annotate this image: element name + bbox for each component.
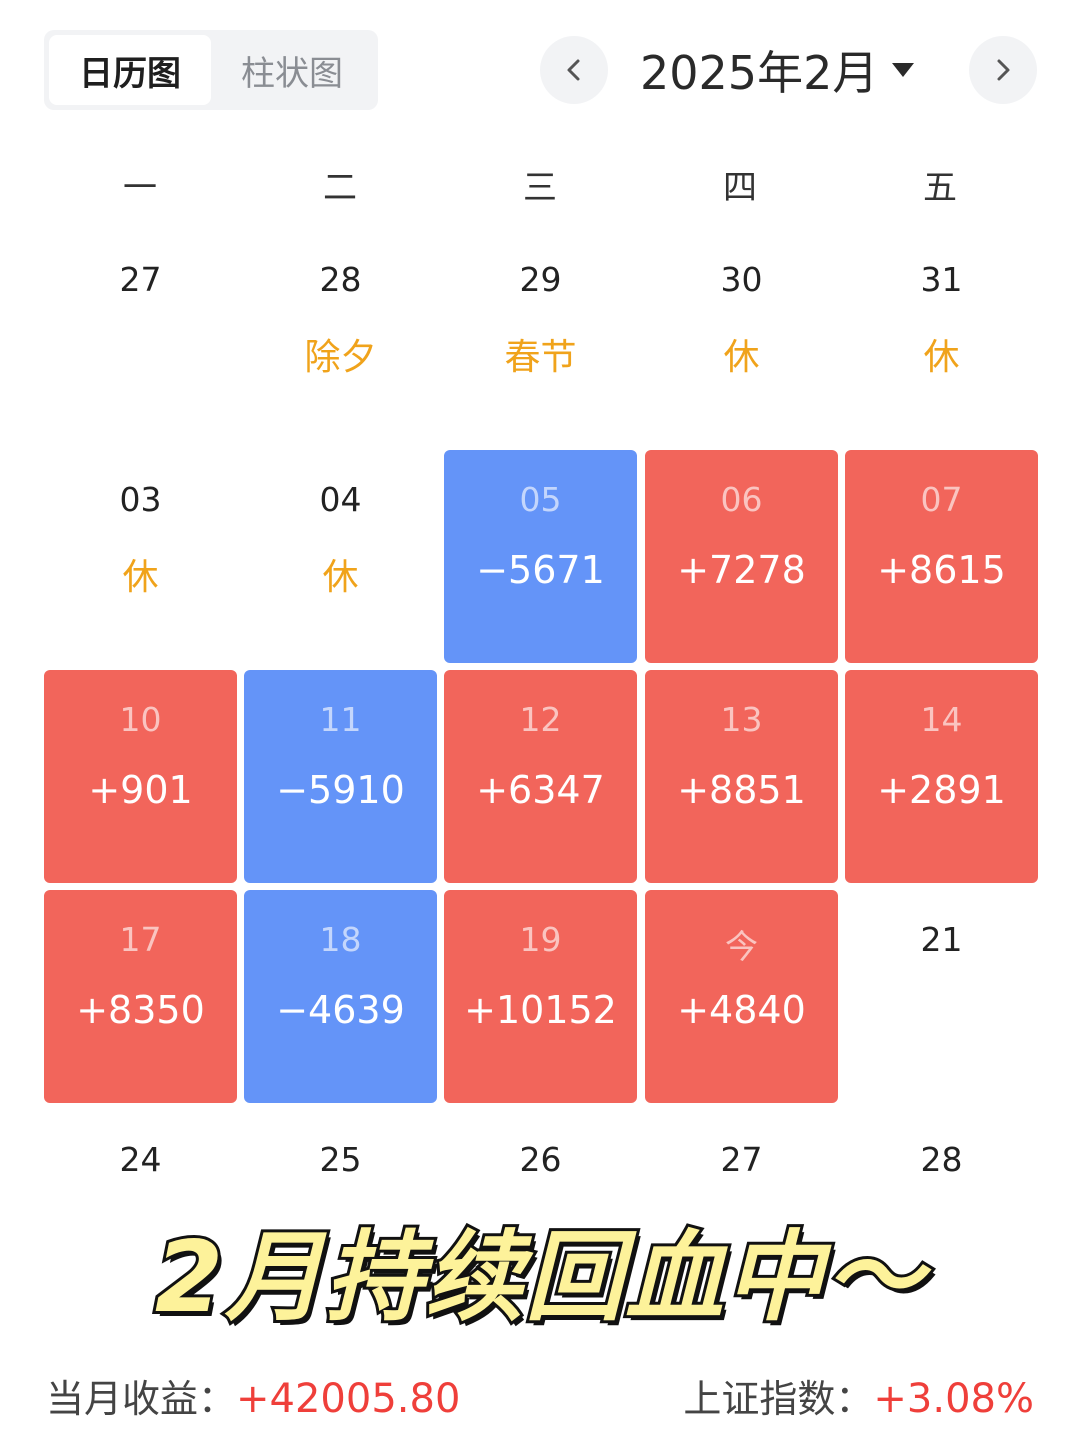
daily-profit: −5671 bbox=[476, 548, 605, 592]
calendar-day-cell[interactable]: 21 bbox=[845, 890, 1038, 1103]
daily-profit: −4639 bbox=[276, 988, 405, 1032]
calendar-day-cell[interactable]: 31 休 bbox=[845, 230, 1038, 443]
calendar-day-cell[interactable]: 19 +10152 bbox=[444, 890, 637, 1103]
day-number: 11 bbox=[319, 700, 362, 739]
calendar-day-cell[interactable]: 17 +8350 bbox=[44, 890, 237, 1103]
calendar-day-cell[interactable]: 27 bbox=[44, 230, 237, 443]
calendar-day-cell[interactable]: 27 bbox=[645, 1110, 838, 1323]
calendar-day-cell[interactable]: 03 休 bbox=[44, 450, 237, 663]
daily-profit: +2891 bbox=[877, 768, 1006, 812]
monthly-profit: 当月收益： +42005.80 bbox=[46, 1368, 460, 1423]
holiday-label: 休 bbox=[723, 337, 760, 378]
holiday-label: 春节 bbox=[504, 337, 577, 378]
calendar-grid: 27 28 除夕 29 春节 30 休 31 休 03 休 04 休 05 −5671 06 +7278 07 +8… bbox=[44, 230, 1038, 1179]
day-number: 27 bbox=[720, 1140, 763, 1179]
caret-down-icon bbox=[892, 63, 915, 77]
day-number: 19 bbox=[519, 920, 562, 959]
day-number: 18 bbox=[319, 920, 362, 959]
holiday-label: 除夕 bbox=[304, 337, 377, 378]
day-number: 28 bbox=[319, 260, 362, 299]
holiday-label: 休 bbox=[122, 557, 159, 598]
day-number: 26 bbox=[519, 1140, 562, 1179]
month-label: 2025年2月 bbox=[640, 46, 879, 100]
calendar-day-cell[interactable]: 29 春节 bbox=[444, 230, 637, 443]
calendar-day-cell[interactable]: 28 除夕 bbox=[244, 230, 437, 443]
monthly-profit-value: +42005.80 bbox=[236, 1376, 461, 1422]
daily-profit: +8615 bbox=[877, 548, 1006, 592]
monthly-profit-label: 当月收益： bbox=[46, 1377, 237, 1421]
calendar-day-cell[interactable]: 05 −5671 bbox=[444, 450, 637, 663]
calendar-day-cell[interactable]: 11 −5910 bbox=[244, 670, 437, 883]
day-number: 04 bbox=[319, 480, 362, 519]
day-number: 12 bbox=[519, 700, 562, 739]
weekday-label: 一 bbox=[123, 168, 157, 208]
holiday-label: 休 bbox=[923, 337, 960, 378]
day-number: 30 bbox=[720, 260, 763, 299]
weekday-label: 四 bbox=[723, 168, 757, 208]
calendar-day-cell[interactable]: 10 +901 bbox=[44, 670, 237, 883]
calendar-day-cell[interactable]: 26 bbox=[444, 1110, 637, 1323]
chevron-left-icon bbox=[567, 59, 580, 81]
daily-profit: +7278 bbox=[677, 548, 806, 592]
month-selector[interactable]: 2025年2月 bbox=[640, 36, 915, 104]
calendar-day-cell[interactable]: 今 +4840 bbox=[645, 890, 838, 1103]
calendar-day-cell[interactable]: 28 bbox=[845, 1110, 1038, 1323]
weekday-label: 三 bbox=[523, 168, 557, 208]
daily-profit: +6347 bbox=[476, 768, 605, 812]
day-number: 05 bbox=[519, 480, 562, 519]
banner-caption: 2月持续回血中～ bbox=[152, 1218, 926, 1338]
sse-index: 上证指数： +3.08% bbox=[683, 1368, 1034, 1423]
day-number: 27 bbox=[119, 260, 162, 299]
calendar-day-cell[interactable]: 12 +6347 bbox=[444, 670, 637, 883]
chevron-right-icon bbox=[997, 59, 1010, 81]
daily-profit: +8851 bbox=[677, 768, 806, 812]
daily-profit: +10152 bbox=[464, 988, 617, 1032]
sse-index-value: +3.08% bbox=[873, 1376, 1034, 1422]
daily-profit: +4840 bbox=[677, 988, 806, 1032]
daily-profit: +8350 bbox=[76, 988, 205, 1032]
day-number: 14 bbox=[920, 700, 963, 739]
calendar-day-cell[interactable]: 18 −4639 bbox=[244, 890, 437, 1103]
daily-profit: +901 bbox=[88, 768, 193, 812]
day-number: 29 bbox=[519, 260, 562, 299]
calendar-day-cell[interactable]: 25 bbox=[244, 1110, 437, 1323]
day-number: 13 bbox=[720, 700, 763, 739]
calendar-day-cell[interactable]: 24 bbox=[44, 1110, 237, 1323]
next-month-button[interactable] bbox=[969, 36, 1037, 104]
day-number: 06 bbox=[720, 480, 763, 519]
daily-profit: −5910 bbox=[276, 768, 405, 812]
day-number: 03 bbox=[119, 480, 162, 519]
calendar-day-cell[interactable]: 04 休 bbox=[244, 450, 437, 663]
day-number: 25 bbox=[319, 1140, 362, 1179]
day-number: 21 bbox=[920, 920, 963, 959]
weekday-header: 一 二 三 四 五 bbox=[40, 160, 1040, 210]
calendar-day-cell[interactable]: 06 +7278 bbox=[645, 450, 838, 663]
day-number: 24 bbox=[119, 1140, 162, 1179]
weekday-label: 五 bbox=[923, 168, 957, 208]
calendar-day-cell[interactable]: 07 +8615 bbox=[845, 450, 1038, 663]
day-number: 31 bbox=[920, 260, 963, 299]
calendar-day-cell[interactable]: 30 休 bbox=[645, 230, 838, 443]
tab-bar-chart[interactable]: 柱状图 bbox=[241, 53, 343, 94]
prev-month-button[interactable] bbox=[540, 36, 608, 104]
calendar-day-cell[interactable]: 13 +8851 bbox=[645, 670, 838, 883]
day-number: 今 bbox=[725, 927, 758, 966]
sse-index-label: 上证指数： bbox=[683, 1377, 874, 1421]
day-number: 10 bbox=[119, 700, 162, 739]
holiday-label: 休 bbox=[322, 557, 359, 598]
calendar-day-cell[interactable]: 14 +2891 bbox=[845, 670, 1038, 883]
tab-calendar[interactable]: 日历图 bbox=[49, 35, 211, 105]
weekday-label: 二 bbox=[323, 168, 357, 208]
day-number: 28 bbox=[920, 1140, 963, 1179]
view-switcher: 日历图 柱状图 bbox=[44, 30, 378, 110]
day-number: 17 bbox=[119, 920, 162, 959]
day-number: 07 bbox=[920, 480, 963, 519]
